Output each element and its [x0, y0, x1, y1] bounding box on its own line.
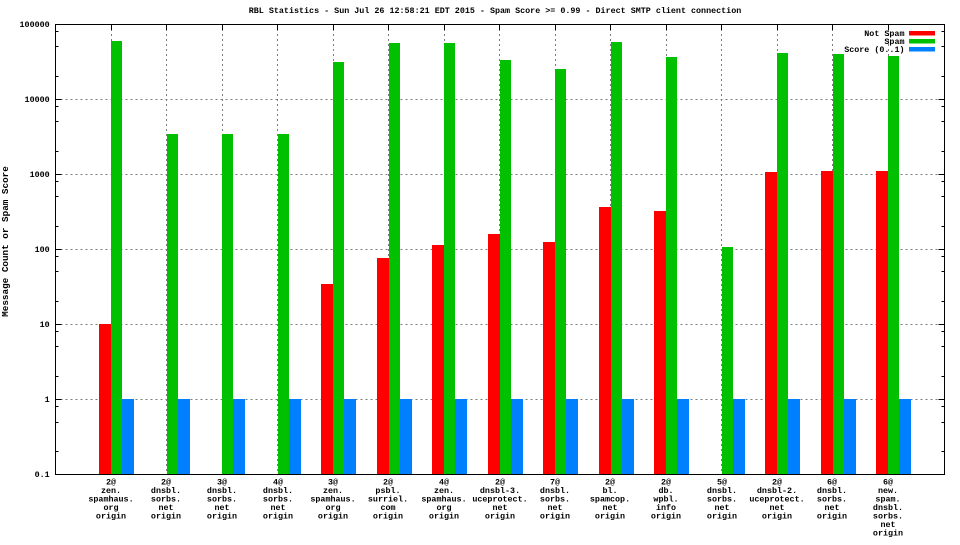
svg-text:Not Spam: Not Spam [864, 29, 904, 39]
svg-text:100000: 100000 [20, 20, 50, 30]
svg-text:Message Count or Spam Score: Message Count or Spam Score [0, 166, 11, 317]
svg-text:Spam: Spam [884, 37, 904, 47]
svg-text:10000: 10000 [25, 95, 50, 105]
svg-text:1000: 1000 [30, 170, 50, 180]
svg-text:10: 10 [40, 320, 50, 330]
svg-text:100: 100 [35, 245, 50, 255]
svg-text:RBL Statistics - Sun Jul 26 12: RBL Statistics - Sun Jul 26 12:58:21 EDT… [249, 6, 742, 16]
svg-text:0.1: 0.1 [35, 470, 50, 480]
svg-text:1: 1 [45, 395, 50, 405]
svg-text:Score (0..1): Score (0..1) [844, 45, 904, 55]
